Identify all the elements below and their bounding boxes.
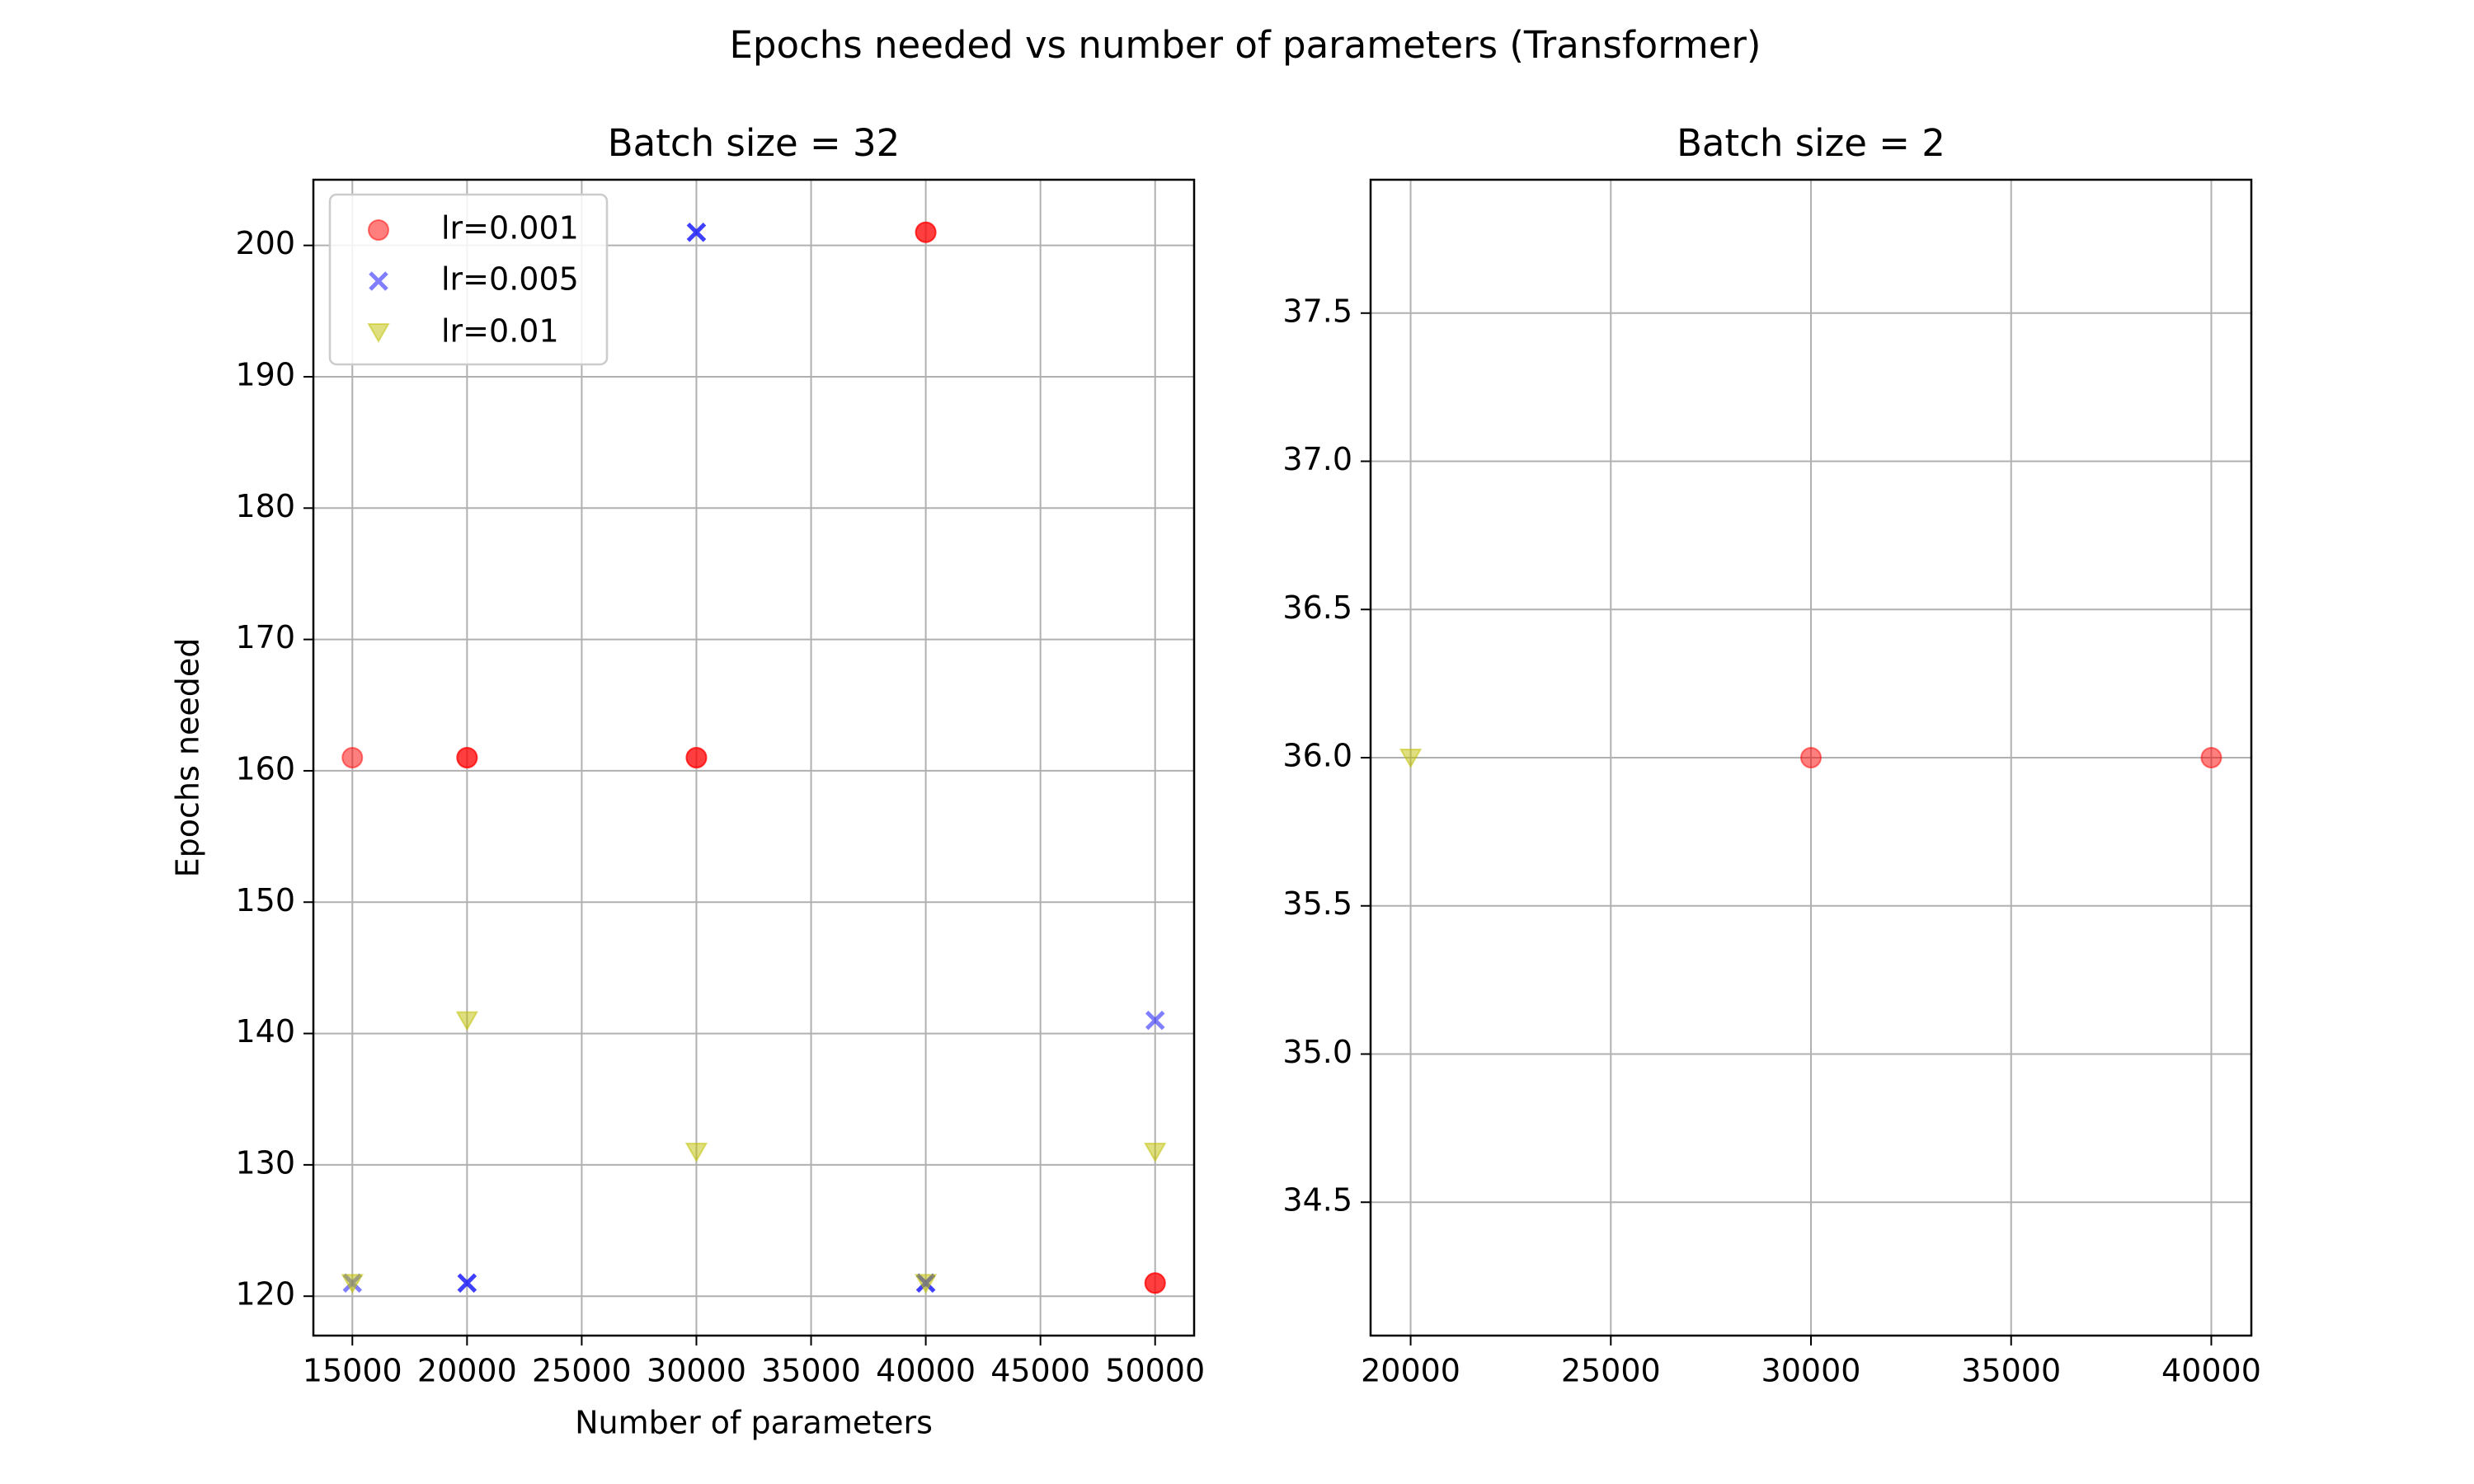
- data-point-x: [1145, 1010, 1165, 1031]
- x-tick-label: 20000: [417, 1353, 517, 1389]
- data-point-circle: [341, 747, 364, 768]
- y-tick-label: 35.0: [1282, 1034, 1352, 1070]
- legend-entry-lr-0-01: lr=0.01: [367, 313, 559, 350]
- x-tick-label: 30000: [1761, 1353, 1861, 1389]
- legend-marker-triangle: [367, 323, 390, 344]
- data-point-triangle: [914, 1274, 938, 1294]
- data-point-circle: [915, 221, 937, 243]
- legend-label: lr=0.005: [441, 261, 579, 298]
- x-tick-label: 25000: [532, 1353, 632, 1389]
- legend-label: lr=0.001: [441, 210, 579, 247]
- y-tick-label: 150: [235, 882, 295, 918]
- y-tick-label: 37.0: [1282, 441, 1352, 477]
- legend-box: [328, 193, 609, 366]
- x-tick-label: 30000: [647, 1353, 746, 1389]
- y-tick-label: 170: [235, 619, 295, 655]
- y-tick-label: 37.5: [1282, 293, 1352, 329]
- right-subplot-title: Batch size = 2: [1677, 121, 1945, 165]
- y-tick-label: 34.5: [1282, 1182, 1352, 1219]
- data-point-triangle: [1399, 749, 1423, 769]
- data-point-circle: [1800, 747, 1822, 768]
- legend: lr=0.001 lr=0.005 lr=0.01: [328, 193, 609, 366]
- data-point-triangle: [684, 1142, 708, 1162]
- x-tick-label: 40000: [2161, 1353, 2261, 1389]
- figure-suptitle: Epochs needed vs number of parameters (T…: [730, 23, 1761, 67]
- left-data-points: [341, 221, 1167, 1294]
- data-point-triangle: [1143, 1142, 1167, 1162]
- right-plot-frame: [1369, 178, 2253, 1337]
- data-point-triangle: [341, 1274, 365, 1294]
- data-point-triangle: [455, 1011, 479, 1031]
- right-axis-ticks: 20000 25000 30000 35000 40000 34.5 35.0 35.5 36.…: [1282, 293, 2261, 1388]
- right-data-points: [1399, 747, 2222, 769]
- y-tick-label: 130: [235, 1144, 295, 1181]
- x-tick-label: 50000: [1105, 1353, 1205, 1389]
- right-subplot: 20000 25000 30000 35000 40000 34.5 35.0 35.5 36.…: [1282, 121, 2261, 1389]
- y-tick-label: 36.0: [1282, 738, 1352, 774]
- y-tick-label: 36.5: [1282, 589, 1352, 626]
- legend-entry-lr-0-001: lr=0.001: [368, 210, 579, 247]
- y-tick-label: 160: [235, 750, 295, 787]
- y-tick-label: 140: [235, 1013, 295, 1050]
- left-x-axis-label: Number of parameters: [575, 1405, 933, 1441]
- data-point-circle: [2200, 747, 2222, 768]
- y-tick-label: 190: [235, 356, 295, 392]
- legend-entry-lr-0-005: lr=0.005: [369, 261, 579, 298]
- y-tick-label: 200: [235, 225, 295, 261]
- x-tick-label: 45000: [990, 1353, 1090, 1389]
- data-point-x: [457, 1273, 477, 1294]
- data-point-circle: [1144, 1272, 1166, 1294]
- y-tick-label: 120: [235, 1276, 295, 1313]
- y-tick-label: 35.5: [1282, 885, 1352, 922]
- x-tick-label: 35000: [1961, 1353, 2061, 1389]
- legend-marker-x: [369, 271, 388, 291]
- data-point-circle: [456, 747, 478, 768]
- legend-label: lr=0.01: [441, 313, 559, 350]
- y-tick-label: 180: [235, 488, 295, 524]
- data-point-circle: [685, 747, 708, 768]
- left-axis-ticks: 15000 20000 25000 30000 35000 40000 45000 50000…: [235, 225, 1205, 1388]
- left-subplot: 15000 20000 25000 30000 35000 40000 45000 50000…: [170, 121, 1206, 1441]
- x-tick-label: 35000: [761, 1353, 861, 1389]
- x-tick-label: 40000: [876, 1353, 976, 1389]
- data-point-x: [686, 222, 707, 242]
- legend-marker-circle: [368, 219, 389, 241]
- left-gridlines: [313, 180, 1194, 1336]
- left-subplot-title: Batch size = 32: [608, 121, 901, 165]
- left-plot-frame: [312, 178, 1196, 1337]
- x-tick-label: 15000: [303, 1353, 402, 1389]
- x-tick-label: 25000: [1561, 1353, 1661, 1389]
- x-tick-label: 20000: [1361, 1353, 1460, 1389]
- left-y-axis-label: Epochs needed: [170, 638, 206, 878]
